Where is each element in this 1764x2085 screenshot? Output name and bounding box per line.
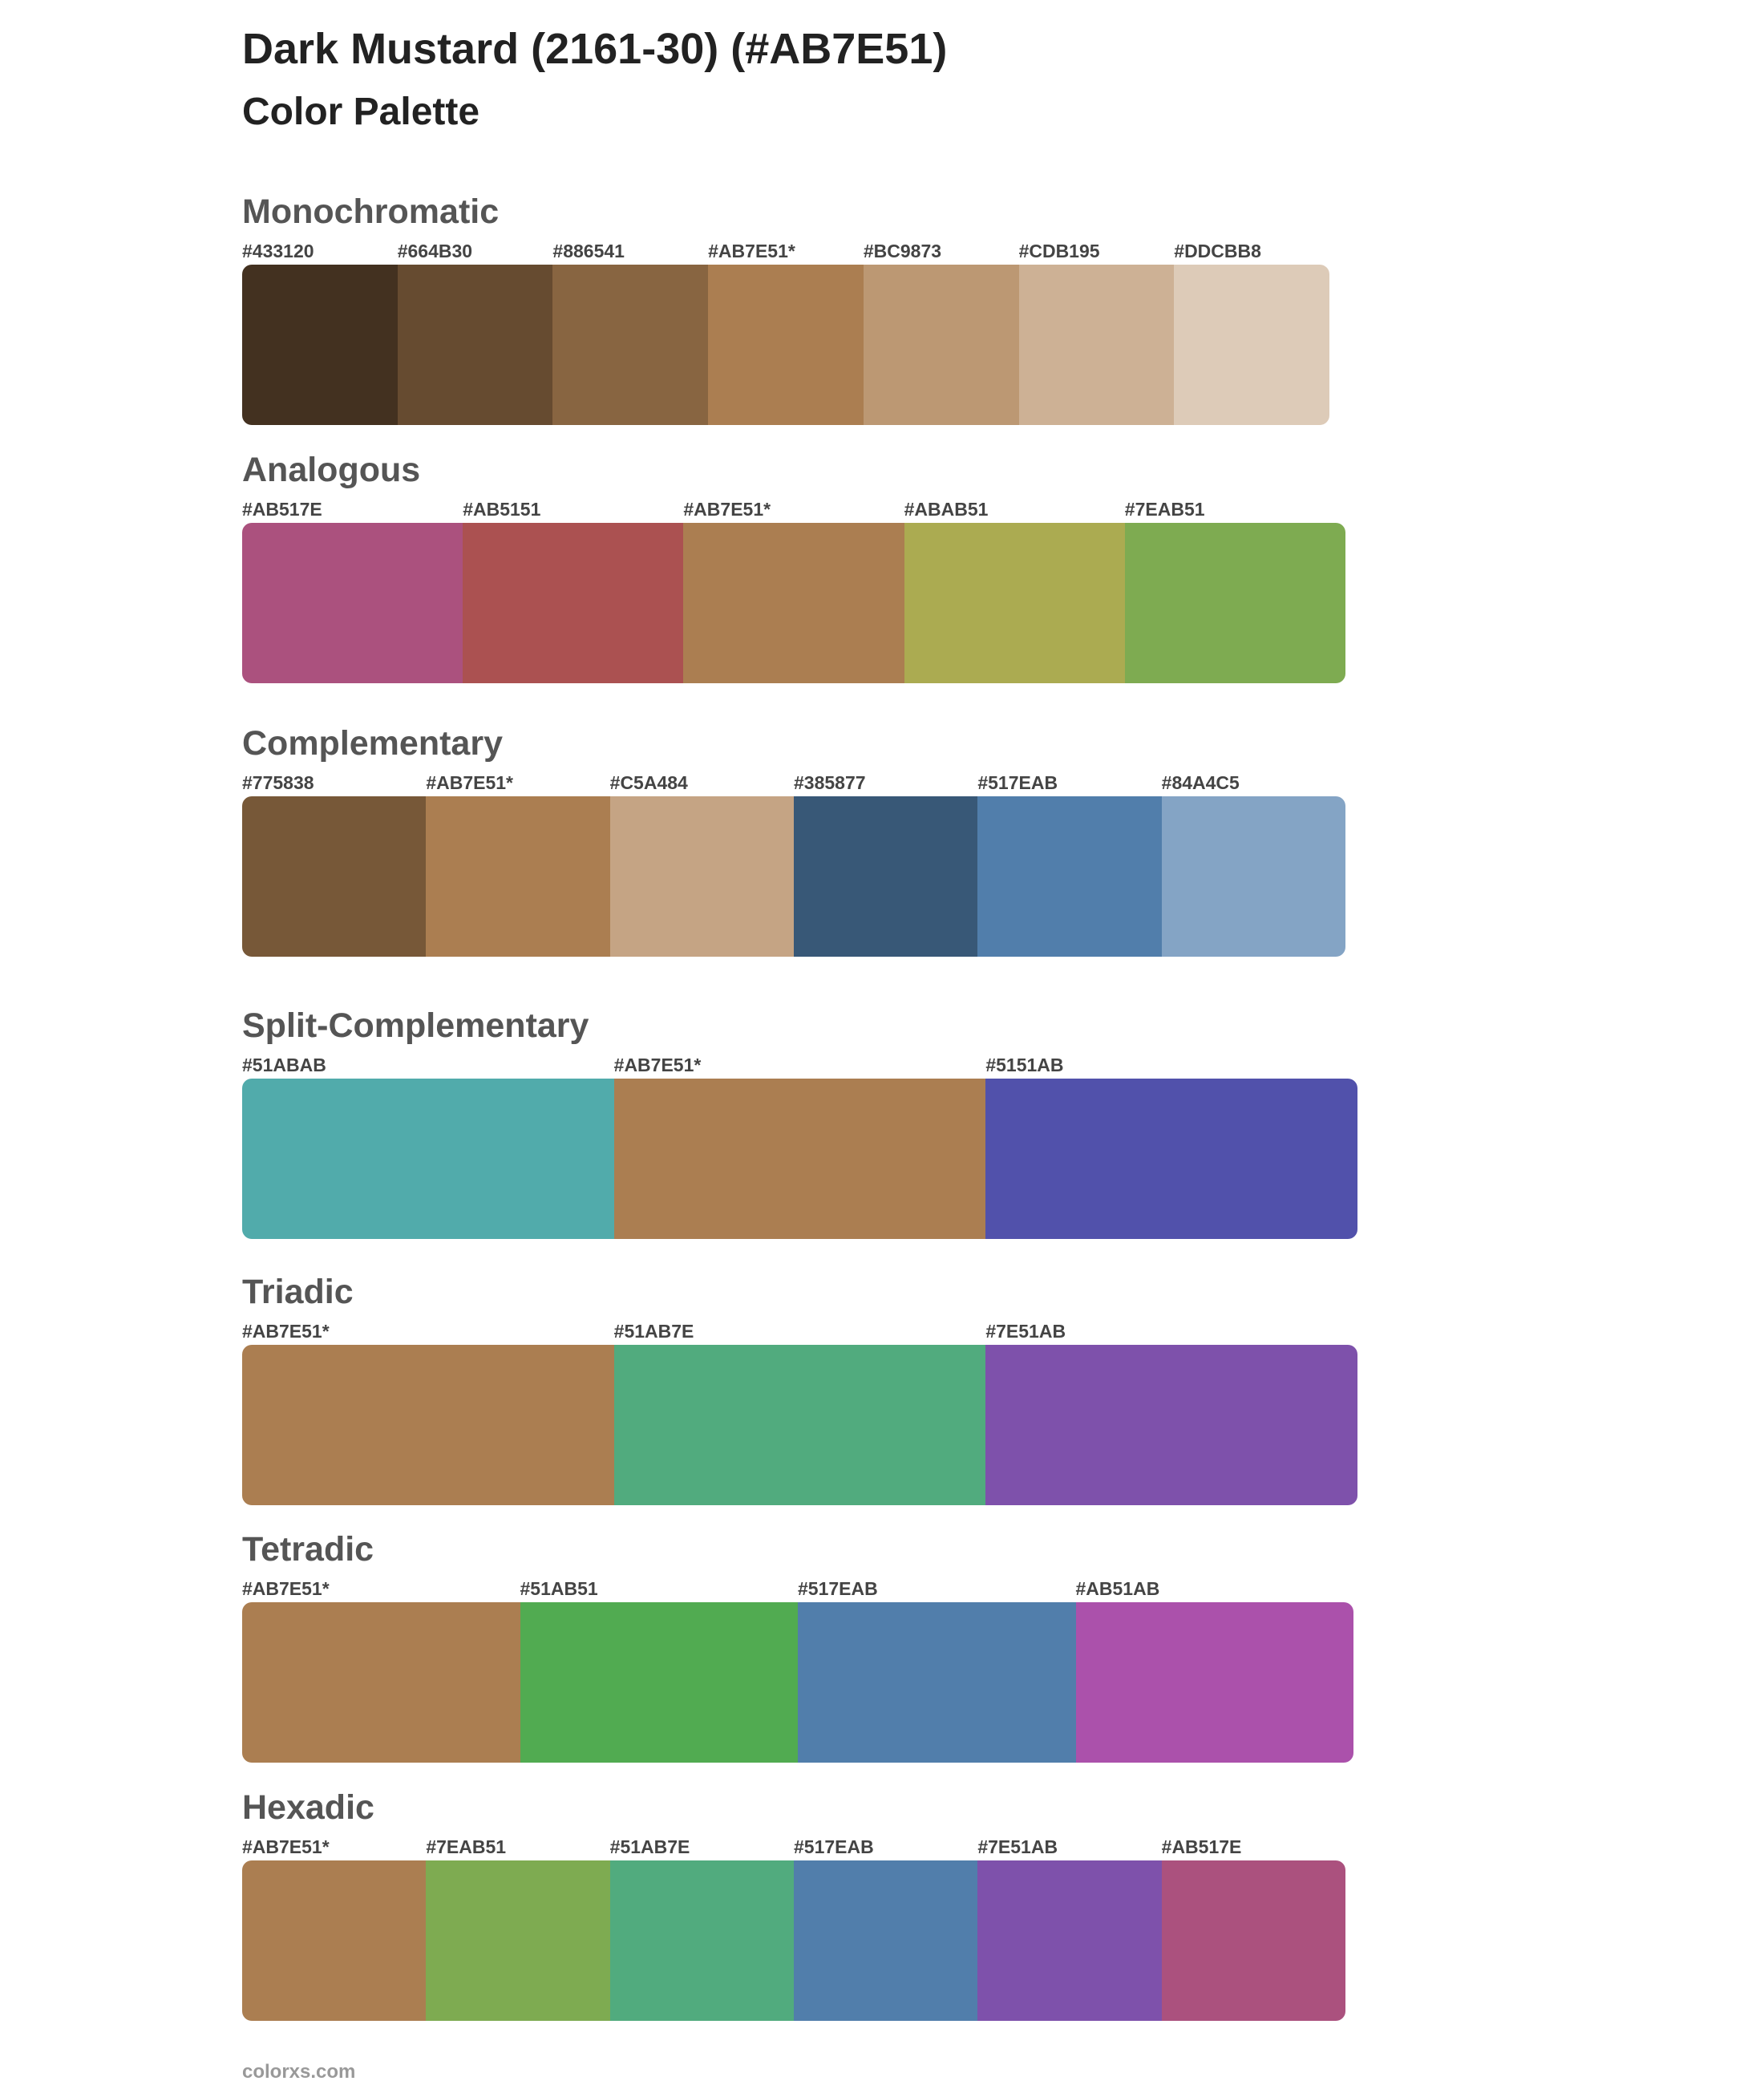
swatch-label: #C5A484 xyxy=(609,772,688,793)
swatch xyxy=(793,796,978,957)
swatch-label: #51ABAB xyxy=(242,1055,326,1075)
swatch-label: #AB7E51* xyxy=(683,499,771,520)
swatch-row xyxy=(242,1860,1345,2021)
swatch xyxy=(1075,1602,1353,1763)
swatch-label: #7E51AB xyxy=(977,1836,1058,1857)
swatch xyxy=(520,1602,798,1763)
swatch-label: #AB7E51* xyxy=(708,241,795,261)
swatch xyxy=(904,523,1125,683)
section-heading: Analogous xyxy=(242,451,421,489)
swatch xyxy=(609,796,794,957)
swatch-label: #ABAB51 xyxy=(904,499,989,520)
swatch xyxy=(242,1079,614,1239)
swatch-label: #AB517E xyxy=(1161,1836,1242,1857)
swatch-label: #7EAB51 xyxy=(1124,499,1205,520)
swatch xyxy=(1124,523,1345,683)
swatch-label: #51AB51 xyxy=(520,1578,598,1599)
swatch xyxy=(798,1602,1076,1763)
swatch-label: #AB7E51* xyxy=(426,772,514,793)
section-heading: Hexadic xyxy=(242,1788,374,1827)
swatch-label: #7E51AB xyxy=(985,1321,1066,1342)
swatch xyxy=(613,1345,986,1505)
footer: colorxs.com xyxy=(242,2061,356,2083)
swatch-label: #517EAB xyxy=(977,772,1058,793)
swatch xyxy=(985,1345,1357,1505)
swatch xyxy=(242,1345,614,1505)
swatch xyxy=(1018,265,1175,425)
swatch-label: #886541 xyxy=(552,241,625,261)
swatch-label: #7EAB51 xyxy=(426,1836,507,1857)
swatch-label: #AB7E51* xyxy=(613,1055,702,1075)
swatch xyxy=(609,1860,794,2021)
swatch-row xyxy=(242,796,1345,957)
section-heading: Split-Complementary xyxy=(242,1006,589,1045)
title: Dark Mustard (2161-30) (#AB7E51) xyxy=(242,25,948,73)
section-heading: Complementary xyxy=(242,724,503,763)
swatch-label: #51AB7E xyxy=(609,1836,690,1857)
swatch xyxy=(863,265,1019,425)
swatch xyxy=(683,523,904,683)
swatch-label: #AB7E51* xyxy=(242,1321,330,1342)
swatch-label: #84A4C5 xyxy=(1161,772,1240,793)
swatch xyxy=(552,265,709,425)
swatch-row xyxy=(242,265,1329,425)
swatch-label: #AB5151 xyxy=(463,499,541,520)
swatch xyxy=(242,265,398,425)
swatch xyxy=(977,1860,1162,2021)
swatch xyxy=(242,1860,427,2021)
swatch-label: #AB51AB xyxy=(1075,1578,1160,1599)
swatch xyxy=(426,1860,610,2021)
swatch xyxy=(613,1079,986,1239)
swatch-row xyxy=(242,1602,1353,1763)
section-heading: Tetradic xyxy=(242,1530,374,1569)
section-heading: Triadic xyxy=(242,1273,354,1311)
swatch xyxy=(977,796,1162,957)
swatch-label: #517EAB xyxy=(794,1836,874,1857)
swatch-row xyxy=(242,523,1345,683)
swatch xyxy=(793,1860,978,2021)
swatch xyxy=(242,796,427,957)
swatch-label: #CDB195 xyxy=(1018,241,1100,261)
swatch xyxy=(1174,265,1329,425)
swatch xyxy=(242,1602,520,1763)
swatch-label: #DDCBB8 xyxy=(1174,241,1261,261)
swatch xyxy=(1161,796,1345,957)
swatch-row xyxy=(242,1345,1357,1505)
swatch xyxy=(1161,1860,1345,2021)
swatch-label: #AB7E51* xyxy=(242,1578,330,1599)
swatch-label: #385877 xyxy=(794,772,866,793)
swatch-label: #BC9873 xyxy=(863,241,942,261)
swatch-label: #AB517E xyxy=(242,499,322,520)
swatch-row xyxy=(242,1079,1357,1239)
swatch-label: #775838 xyxy=(242,772,314,793)
swatch xyxy=(242,523,463,683)
swatch-label: #51AB7E xyxy=(613,1321,694,1342)
swatch xyxy=(397,265,553,425)
swatch-label: #433120 xyxy=(242,241,314,261)
swatch xyxy=(426,796,610,957)
swatch-label: #664B30 xyxy=(397,241,473,261)
subtitle: Color Palette xyxy=(242,91,480,133)
swatch xyxy=(985,1079,1357,1239)
swatch-label: #517EAB xyxy=(798,1578,878,1599)
swatch xyxy=(708,265,864,425)
swatch-label: #5151AB xyxy=(985,1055,1064,1075)
section-heading: Monochromatic xyxy=(242,192,500,231)
swatch-label: #AB7E51* xyxy=(242,1836,330,1857)
swatch xyxy=(463,523,684,683)
